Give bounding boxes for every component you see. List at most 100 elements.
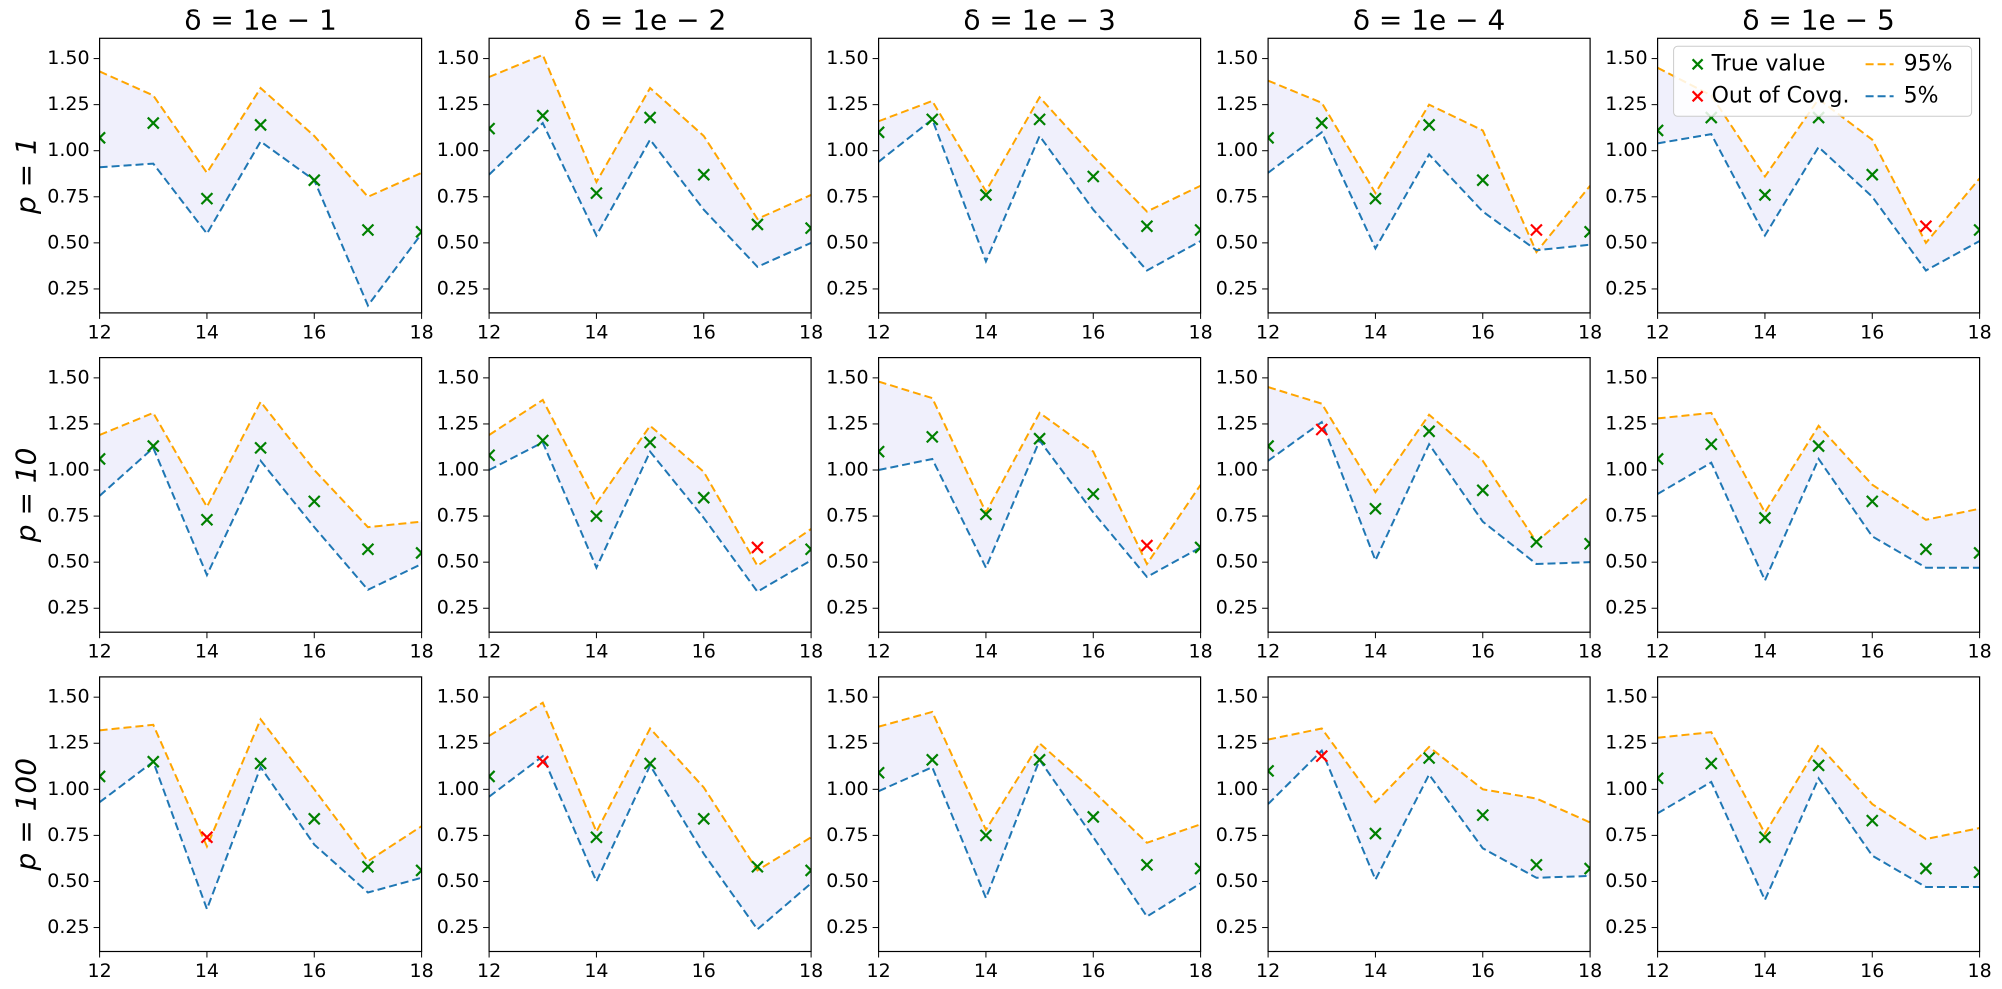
y-tick-label: 1.25 <box>1605 732 1647 754</box>
y-tick-label: 1.00 <box>1216 778 1258 800</box>
y-axis-label: p = 100 <box>10 758 43 871</box>
point-marker <box>1758 188 1772 202</box>
axes-frame <box>98 357 423 633</box>
y-tick-label: 0.25 <box>437 277 479 299</box>
panel-title: δ = 1e − 3 <box>963 3 1116 36</box>
point-marker <box>1422 751 1436 765</box>
y-tick-label: 1.25 <box>47 93 89 115</box>
point-marker <box>925 753 939 767</box>
y-tick-label: 0.25 <box>826 597 868 619</box>
y-tick-label: 0.25 <box>437 597 479 619</box>
legend-label: 95% <box>1904 51 1953 76</box>
point-marker <box>1758 511 1772 525</box>
y-tick-label: 1.50 <box>1216 686 1258 708</box>
x-tick-label: 16 <box>1860 321 1884 343</box>
point-marker <box>590 509 603 523</box>
y-tick-label: 0.50 <box>47 870 89 892</box>
point-marker <box>590 830 603 844</box>
point-marker <box>1530 858 1543 872</box>
y-tick-label: 1.25 <box>437 412 479 434</box>
interval-band <box>1268 80 1591 253</box>
point-marker <box>1919 220 1933 233</box>
y-tick-label: 1.50 <box>47 47 89 69</box>
point-marker <box>1865 168 1879 181</box>
legend-marker <box>1691 58 1704 71</box>
axes-frame <box>488 357 812 633</box>
plot-area <box>1657 411 1980 584</box>
point-marker <box>1140 858 1154 872</box>
point-marker <box>1704 437 1718 451</box>
point-marker <box>697 491 711 504</box>
point-marker <box>1086 810 1100 824</box>
point-marker <box>1973 865 1980 879</box>
interval-band <box>1657 67 1980 271</box>
y-tick-label: 0.25 <box>826 916 868 938</box>
interval-band <box>878 97 1201 271</box>
quantile-line <box>1657 133 1980 272</box>
y-tick-label: 0.25 <box>1216 916 1258 938</box>
point-marker <box>643 757 657 770</box>
point-marker <box>1315 749 1329 763</box>
quantile-line <box>1657 456 1980 584</box>
point-marker <box>307 173 321 187</box>
plot-area <box>1657 731 1980 903</box>
y-tick-label: 1.00 <box>1605 459 1647 481</box>
axes-frame <box>1267 37 1591 314</box>
quantile-line <box>489 121 812 269</box>
y-tick-label: 1.00 <box>1216 459 1258 481</box>
y-tick-label: 0.75 <box>826 824 868 846</box>
interval-band <box>1657 412 1980 581</box>
point-marker <box>200 830 214 844</box>
y-tick-label: 1.50 <box>826 686 868 708</box>
point-marker <box>146 439 160 453</box>
quantile-line <box>489 440 812 593</box>
x-tick-label: 16 <box>1860 960 1884 982</box>
x-tick-label: 14 <box>1363 641 1387 663</box>
y-tick-label: 1.50 <box>826 47 868 69</box>
x-tick-label: 16 <box>1471 321 1495 343</box>
axes-frame <box>1656 37 1981 314</box>
y-tick-label: 1.00 <box>437 139 479 161</box>
y-tick-label: 1.25 <box>437 93 479 115</box>
x-tick-label: 14 <box>1363 321 1387 343</box>
x-tick-label: 18 <box>1968 321 1992 343</box>
y-tick-label: 0.25 <box>47 916 89 938</box>
legend: True value Out of Covg. 95% 5% <box>1673 45 1973 117</box>
point-marker <box>1194 541 1201 554</box>
y-tick-label: 1.00 <box>826 459 868 481</box>
x-tick-label: 14 <box>584 641 608 663</box>
y-tick-label: 1.00 <box>437 778 479 800</box>
point-marker <box>979 829 993 842</box>
y-tick-label: 1.25 <box>47 412 89 434</box>
x-tick-label: 14 <box>195 641 219 663</box>
point-marker <box>1476 173 1490 187</box>
axes-frame <box>877 37 1202 314</box>
quantile-line <box>1268 748 1591 883</box>
plot-area <box>1268 727 1591 883</box>
quantile-line <box>1657 411 1980 521</box>
axes-frame <box>1267 676 1591 953</box>
point-marker <box>1422 425 1436 438</box>
point-marker <box>1369 192 1382 205</box>
point-marker <box>1865 814 1879 827</box>
x-tick-label: 16 <box>302 641 326 663</box>
y-tick-label: 1.25 <box>1216 412 1258 434</box>
x-tick-label: 14 <box>1363 960 1387 982</box>
plot-area <box>878 380 1201 579</box>
y-tick-label: 0.75 <box>1216 505 1258 527</box>
legend-label: 5% <box>1904 83 1939 108</box>
x-tick-label: 16 <box>1471 641 1495 663</box>
y-tick-label: 1.00 <box>1605 778 1647 800</box>
y-tick-label: 1.50 <box>437 366 479 388</box>
y-tick-label: 0.50 <box>1605 870 1647 892</box>
point-marker <box>1315 423 1329 436</box>
y-tick-label: 0.50 <box>437 870 479 892</box>
interval-band <box>489 54 812 267</box>
interval-band <box>1268 387 1591 565</box>
x-tick-label: 12 <box>1256 641 1280 663</box>
quantile-line <box>878 438 1201 579</box>
y-tick-label: 0.25 <box>1605 597 1647 619</box>
x-tick-label: 18 <box>1578 321 1602 343</box>
interval-band <box>489 399 812 592</box>
y-tick-label: 0.75 <box>1605 824 1647 846</box>
